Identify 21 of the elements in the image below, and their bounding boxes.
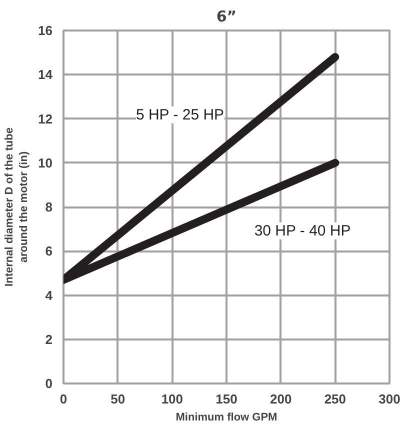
x-tick-label: 150 — [216, 392, 238, 406]
y-tick-label: 0 — [45, 376, 53, 391]
x-tick-label: 250 — [324, 392, 346, 406]
y-tick-label: 6 — [45, 244, 53, 259]
x-axis-title: Minimum flow GPM — [176, 412, 278, 424]
y-tick-label: 4 — [45, 288, 54, 303]
y-tick-label: 8 — [45, 200, 53, 214]
x-tick-label: 200 — [270, 392, 292, 406]
chart-title: 6” — [216, 8, 237, 26]
x-tick-label: 50 — [110, 392, 126, 406]
x-tick-label: 100 — [161, 392, 184, 406]
y-tick-label: 2 — [45, 332, 53, 347]
y-tick-label: 12 — [38, 111, 53, 126]
y-tick-label: 14 — [38, 67, 54, 82]
x-tick-label: 0 — [60, 392, 68, 406]
series-label: 5 HP - 25 HP — [136, 106, 224, 124]
series-label: 30 HP - 40 HP — [254, 222, 351, 240]
x-tick-label: 300 — [378, 392, 400, 406]
y-axis-title: Internal diameter D of the tube around the motor (in) — [4, 128, 30, 286]
y-tick-label: 10 — [38, 155, 53, 170]
y-tick-label: 16 — [38, 23, 53, 38]
